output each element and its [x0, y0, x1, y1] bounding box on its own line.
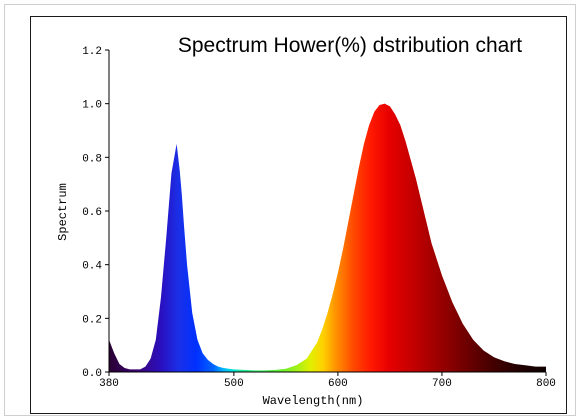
x-tick-label: 800	[536, 378, 556, 390]
y-tick-label: 0.8	[82, 153, 102, 165]
y-tick-label: 0.2	[82, 314, 102, 326]
y-tick-label: 0.4	[82, 261, 102, 273]
chart-title: Spectrum Hower(%) dstribution chart	[178, 34, 522, 57]
y-axis-label: Spectrum	[56, 183, 70, 241]
y-tick-label: 0.0	[82, 368, 102, 380]
spectrum-area	[109, 103, 546, 373]
spectrum-series	[109, 103, 546, 373]
x-tick-label: 600	[328, 378, 348, 390]
y-tick-label: 1.0	[82, 100, 102, 112]
y-tick-label: 0.6	[82, 207, 102, 219]
y-axis: 0.0 0.2 0.4 0.6 0.8 1.0 1.2	[82, 46, 110, 380]
x-tick-label: 700	[432, 378, 452, 390]
x-axis-label: Wavelength(nm)	[263, 394, 364, 408]
x-tick-label: 380	[99, 378, 119, 390]
x-tick-label: 500	[224, 378, 244, 390]
x-axis: 380 500 600 700 800	[99, 372, 556, 390]
y-tick-label: 1.2	[82, 46, 102, 58]
